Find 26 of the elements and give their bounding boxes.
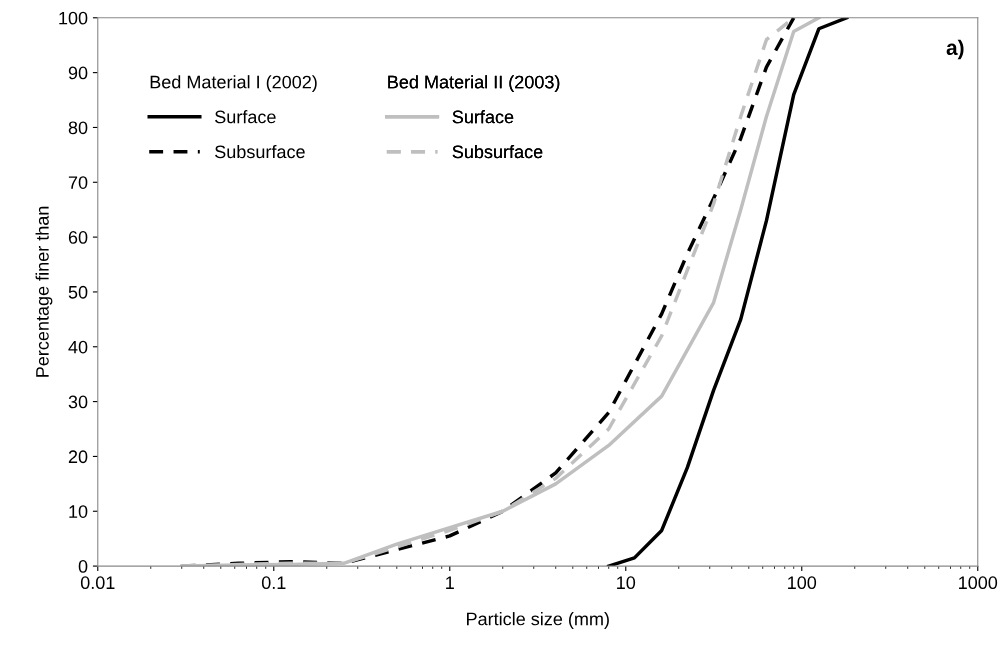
y-tick-label: 90 (68, 66, 88, 80)
y-tick-label: 40 (68, 340, 88, 354)
x-tick-label: 1 (446, 576, 454, 589)
y-tick-label: 50 (68, 285, 88, 299)
x-tick-label: 10 (617, 576, 636, 590)
y-tick-label: 0 (78, 560, 88, 573)
y-tick-label: 80 (68, 121, 88, 135)
annotation: a) (946, 39, 964, 60)
text: Bed Material II (2003) (388, 75, 560, 92)
y-tick-label: 20 (68, 450, 88, 464)
x-tick-label: 100 (788, 576, 817, 590)
legend-label: Subsurface (215, 144, 305, 159)
text: Bed Material I (2002) (150, 75, 317, 92)
y-tick-label: 100 (59, 11, 88, 25)
legend-label: Surface (215, 110, 276, 124)
legend-label: Surface (452, 110, 514, 124)
x-tick-label: 0.1 (261, 576, 286, 590)
x-axis-title: Particle size (mm) (467, 612, 609, 629)
y-axis-title: Percentage finer than (35, 206, 53, 377)
x-tick-label: 1000 (959, 576, 998, 590)
legend-label: Subsurface (452, 144, 543, 159)
y-tick-label: 70 (68, 176, 88, 189)
x-tick-label: 0.01 (80, 576, 115, 590)
y-tick-label: 10 (69, 505, 88, 518)
y-tick-label: 60 (68, 231, 88, 244)
y-tick-label: 30 (68, 395, 88, 409)
